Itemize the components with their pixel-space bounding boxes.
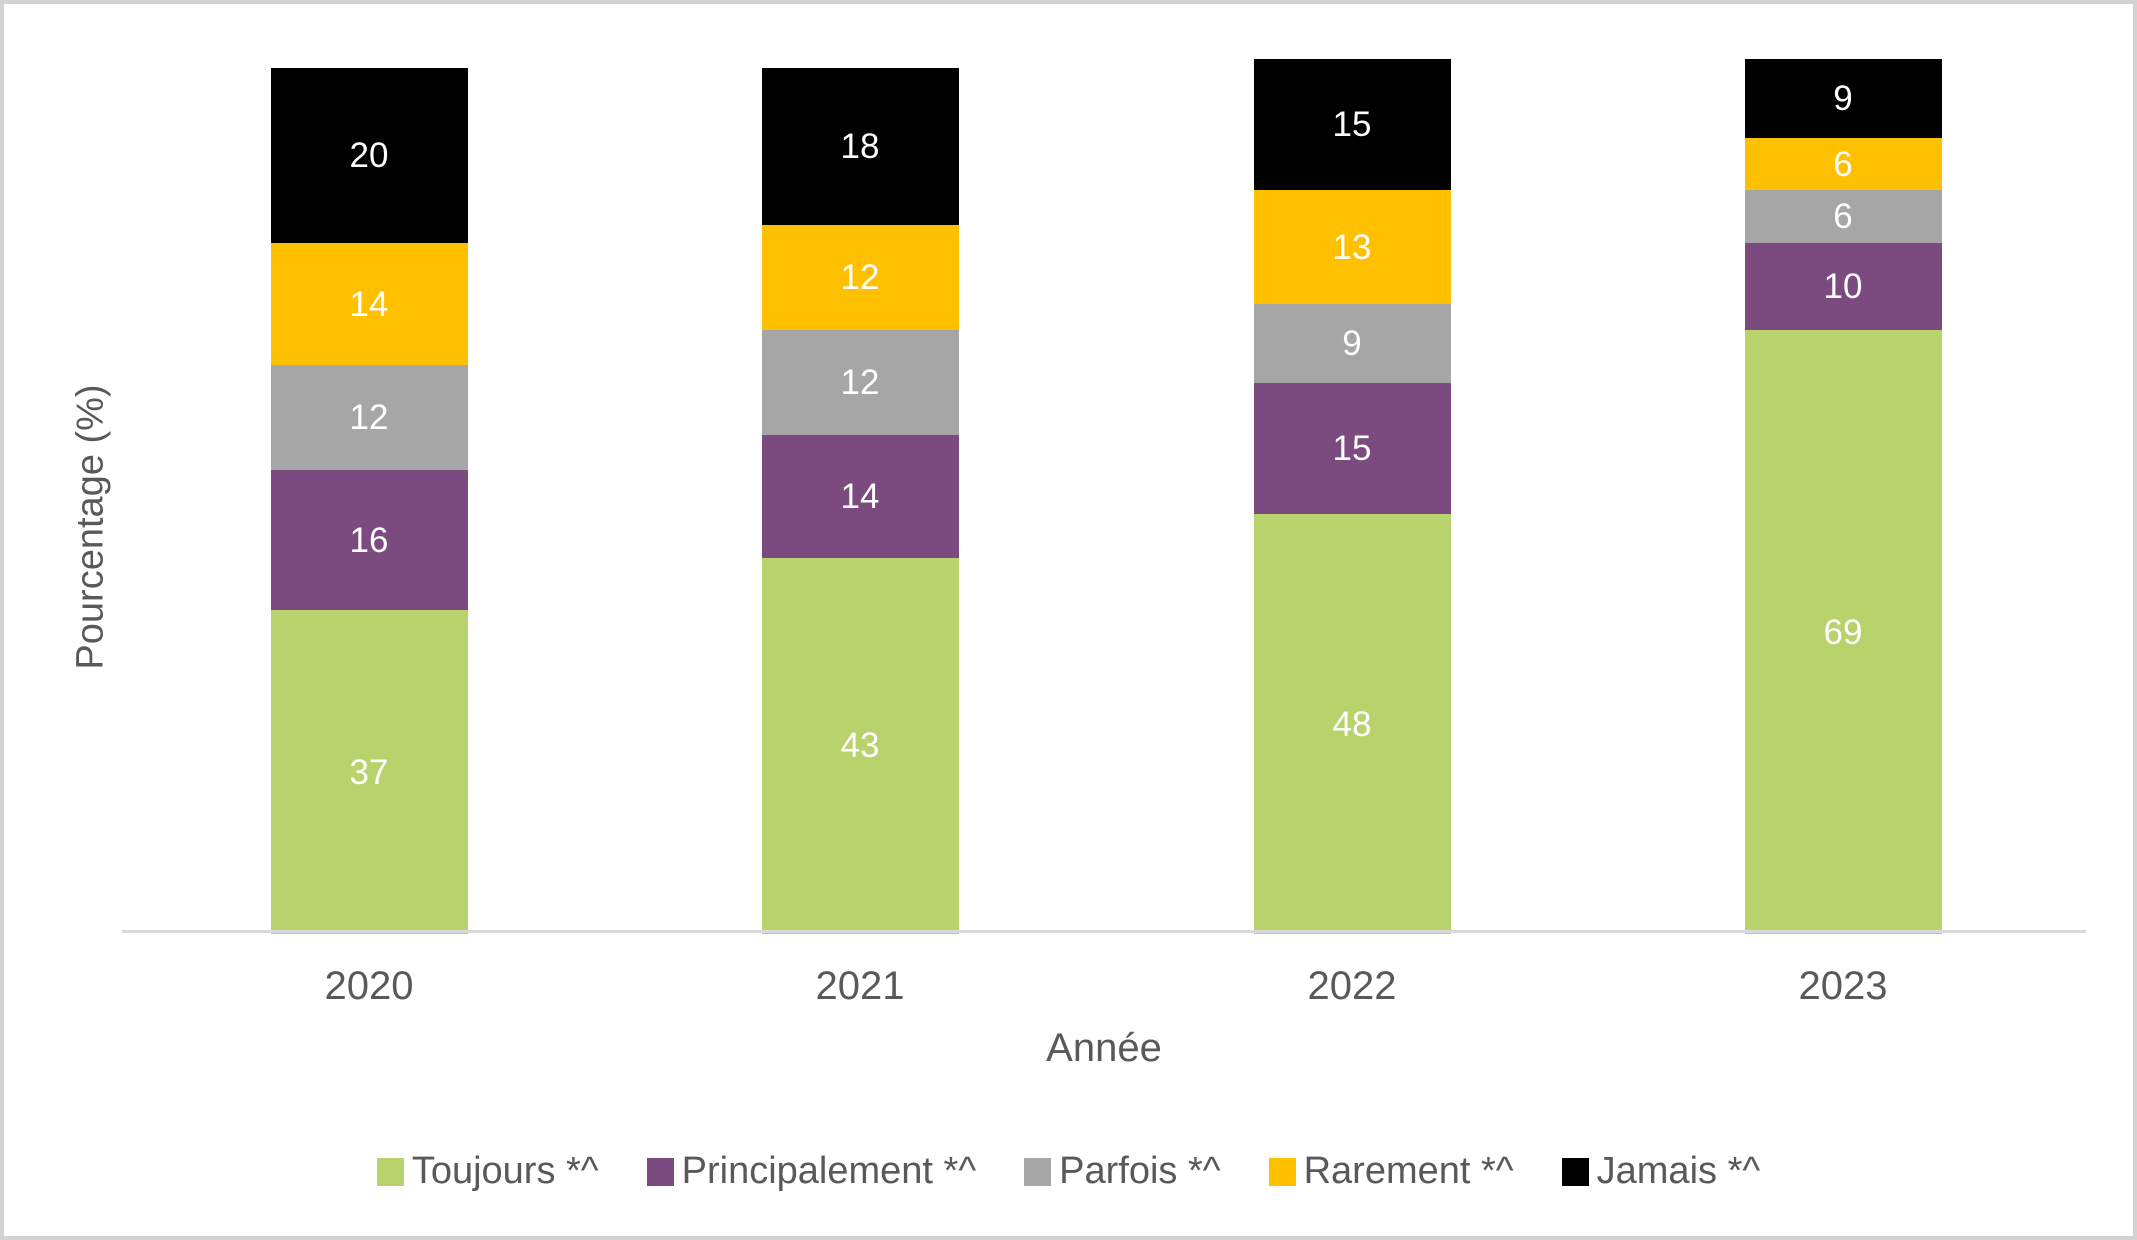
legend-swatch-icon: [1268, 1157, 1296, 1186]
bar-segment-2020-jamais: 20: [270, 67, 468, 243]
bar-segment-2022-toujours: 48: [1253, 514, 1451, 934]
legend-item-rarement: Rarement *^: [1268, 1150, 1514, 1193]
legend-item-toujours: Toujours *^: [376, 1150, 599, 1193]
data-label: 15: [1332, 428, 1372, 468]
bar-segment-2020-principalement: 16: [270, 470, 468, 611]
legend-swatch-icon: [376, 1157, 404, 1186]
bar-2021: 43 14 12 12 18: [761, 67, 959, 934]
data-label: 6: [1833, 144, 1853, 184]
data-label: 14: [349, 284, 389, 324]
legend-swatch-icon: [1024, 1157, 1052, 1186]
bar-segment-2020-toujours: 37: [270, 610, 468, 934]
plot-area: 37 16 12 14 20 43 14 12 12 18 48 15 9 13 15 69 10 6 6 9: [4, 4, 2133, 934]
data-label: 12: [840, 258, 880, 298]
data-label: 9: [1342, 323, 1362, 363]
data-label: 14: [840, 477, 880, 516]
bar-segment-2021-parfois: 12: [761, 330, 959, 436]
bar-segment-2023-toujours: 69: [1744, 330, 1942, 934]
bar-segment-2022-parfois: 9: [1253, 304, 1451, 383]
legend-item-principalement: Principalement *^: [646, 1150, 977, 1193]
bar-segment-2021-rarement: 12: [761, 225, 959, 331]
bar-segment-2022-principalement: 15: [1253, 382, 1451, 514]
data-label: 10: [1823, 267, 1863, 306]
data-label: 43: [840, 726, 880, 766]
legend-label: Parfois *^: [1059, 1150, 1221, 1192]
bar-2020: 37 16 12 14 20: [270, 67, 468, 934]
x-axis-line: [122, 930, 2086, 933]
data-label: 69: [1823, 612, 1863, 652]
data-label: 9: [1833, 78, 1853, 118]
bar-2022: 48 15 9 13 15: [1253, 59, 1451, 934]
bar-segment-2021-toujours: 43: [761, 557, 959, 934]
x-tick-2023: 2023: [1798, 964, 1888, 1008]
bar-segment-2022-rarement: 13: [1253, 190, 1451, 304]
bar-segment-2023-rarement: 6: [1744, 137, 1942, 191]
data-label: 6: [1833, 197, 1853, 236]
legend-item-jamais: Jamais *^: [1561, 1150, 1761, 1193]
data-label: 18: [840, 127, 880, 166]
y-axis-title: Pourcentage (%): [69, 384, 112, 670]
data-label: 20: [349, 135, 389, 175]
bar-segment-2023-jamais: 9: [1744, 59, 1942, 138]
legend-label: Jamais *^: [1596, 1150, 1761, 1192]
legend-label: Principalement *^: [681, 1150, 977, 1192]
data-label: 13: [1332, 227, 1372, 267]
legend-swatch-icon: [1561, 1157, 1589, 1186]
x-axis-title: Année: [1046, 1026, 1162, 1070]
bar-segment-2022-jamais: 15: [1253, 59, 1451, 191]
data-label: 12: [840, 363, 880, 403]
legend-label: Toujours *^: [411, 1150, 599, 1192]
legend-label: Rarement *^: [1303, 1150, 1514, 1192]
bar-segment-2021-principalement: 14: [761, 435, 959, 558]
bar-2023: 69 10 6 6 9: [1744, 59, 1942, 934]
bar-segment-2021-jamais: 18: [761, 67, 959, 226]
bar-segment-2020-parfois: 12: [270, 365, 468, 471]
data-label: 16: [349, 520, 389, 560]
x-tick-2020: 2020: [324, 964, 414, 1008]
bar-segment-2023-parfois: 6: [1744, 190, 1942, 243]
legend: Toujours *^ Principalement *^ Parfois *^ Ra…: [4, 1150, 2133, 1193]
x-tick-2022: 2022: [1307, 964, 1397, 1008]
legend-item-parfois: Parfois *^: [1024, 1150, 1221, 1193]
bar-segment-2020-rarement: 14: [270, 242, 468, 366]
legend-swatch-icon: [646, 1157, 674, 1186]
data-label: 48: [1332, 704, 1372, 744]
data-label: 37: [349, 752, 389, 792]
x-tick-2021: 2021: [815, 964, 905, 1008]
data-label: 15: [1332, 105, 1372, 145]
data-label: 12: [349, 398, 389, 438]
bar-segment-2023-principalement: 10: [1744, 242, 1942, 331]
